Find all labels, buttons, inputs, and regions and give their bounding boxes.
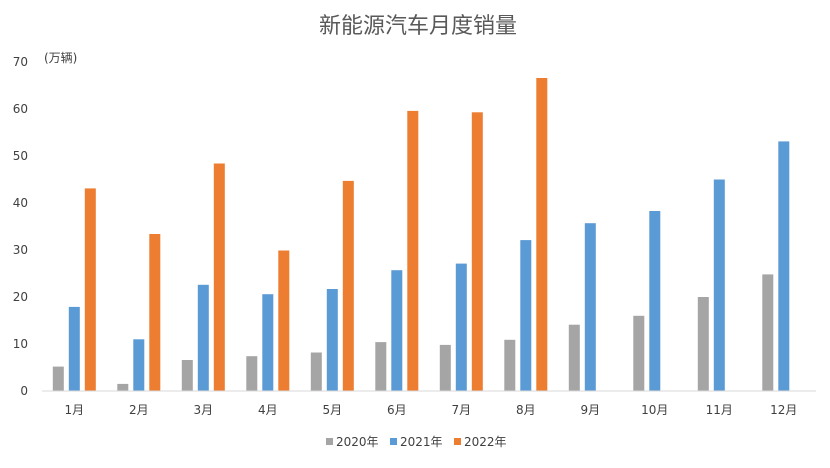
legend-swatch bbox=[326, 438, 333, 445]
bar bbox=[310, 352, 322, 391]
y-axis-unit-label: (万辆) bbox=[44, 51, 77, 65]
bar bbox=[471, 112, 483, 392]
x-tick-label: 10月 bbox=[641, 403, 668, 417]
bar bbox=[520, 240, 532, 391]
bar bbox=[439, 344, 451, 391]
bar bbox=[568, 324, 580, 391]
bar bbox=[504, 339, 516, 391]
bar bbox=[762, 274, 774, 391]
bar bbox=[262, 294, 274, 391]
y-tick-label: 40 bbox=[13, 196, 28, 210]
bars bbox=[52, 78, 790, 392]
bar bbox=[68, 306, 80, 391]
x-tick-label: 1月 bbox=[64, 403, 84, 417]
bar bbox=[278, 250, 290, 391]
y-tick-label: 70 bbox=[13, 55, 28, 69]
bar bbox=[213, 163, 225, 391]
y-tick-label: 10 bbox=[13, 337, 28, 351]
y-tick-label: 60 bbox=[13, 102, 28, 116]
legend-label: 2022年 bbox=[464, 435, 507, 449]
bar bbox=[84, 188, 96, 391]
x-tick-label: 9月 bbox=[580, 403, 600, 417]
bar bbox=[375, 342, 387, 391]
bar bbox=[342, 180, 354, 391]
y-axis-ticks: 0 10 20 30 40 50 60 70 bbox=[13, 55, 28, 398]
bar bbox=[697, 297, 709, 391]
bar bbox=[52, 366, 64, 391]
legend-swatch bbox=[390, 438, 397, 445]
x-tick-label: 6月 bbox=[387, 403, 407, 417]
x-tick-label: 11月 bbox=[706, 403, 733, 417]
x-tick-label: 4月 bbox=[258, 403, 278, 417]
y-tick-label: 50 bbox=[13, 149, 28, 163]
bar bbox=[407, 110, 419, 392]
legend: 2020年 2021年 2022年 bbox=[326, 435, 507, 449]
y-tick-label: 0 bbox=[20, 384, 28, 398]
bar bbox=[778, 141, 790, 391]
bar bbox=[181, 360, 193, 391]
x-tick-label: 7月 bbox=[451, 403, 471, 417]
bar bbox=[584, 223, 596, 391]
bar bbox=[536, 78, 548, 391]
bar bbox=[633, 315, 645, 391]
x-tick-label: 5月 bbox=[322, 403, 342, 417]
x-tick-label: 12月 bbox=[770, 403, 797, 417]
x-tick-label: 3月 bbox=[193, 403, 213, 417]
chart-title: 新能源汽车月度销量 bbox=[319, 14, 517, 39]
bar bbox=[326, 289, 338, 391]
bar bbox=[246, 356, 258, 391]
legend-label: 2020年 bbox=[336, 435, 379, 449]
y-tick-label: 20 bbox=[13, 290, 28, 304]
bar bbox=[149, 234, 161, 391]
bar bbox=[713, 179, 725, 391]
bar bbox=[455, 263, 467, 391]
x-tick-label: 8月 bbox=[516, 403, 536, 417]
bar bbox=[133, 339, 145, 391]
x-tick-label: 2月 bbox=[129, 403, 149, 417]
legend-label: 2021年 bbox=[400, 435, 443, 449]
bar bbox=[649, 211, 661, 391]
bar bbox=[197, 284, 209, 391]
x-axis-ticks: 1月 2月 3月 4月 5月 6月 7月 8月 9月 10月 11月 12月 bbox=[64, 403, 797, 417]
bar bbox=[117, 383, 129, 391]
legend-swatch bbox=[454, 438, 461, 445]
y-tick-label: 30 bbox=[13, 243, 28, 257]
bar bbox=[391, 270, 403, 391]
